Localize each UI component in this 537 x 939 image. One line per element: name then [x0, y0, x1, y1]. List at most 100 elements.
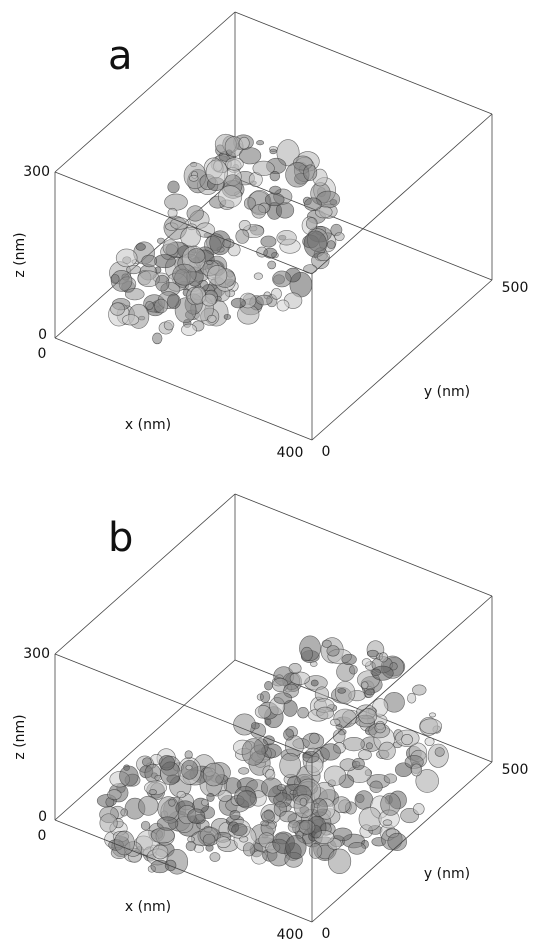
volume-blob — [300, 646, 313, 662]
volume-blob — [342, 737, 365, 752]
volume-blob — [155, 274, 170, 292]
volume-blob — [207, 265, 228, 286]
volume-blob — [253, 272, 263, 280]
z-tick-label: 0 — [38, 809, 47, 825]
volume-blob — [276, 299, 290, 312]
volume-blob — [334, 232, 345, 241]
volume-blob — [168, 798, 176, 807]
volume-blob — [209, 852, 221, 862]
volume-blob — [332, 729, 346, 743]
volume-blob — [323, 765, 347, 786]
volume-blob — [272, 270, 292, 288]
volume-blob — [387, 832, 407, 851]
volume-blob — [303, 230, 327, 258]
volume-blob — [361, 658, 372, 667]
volume-blob — [321, 639, 332, 648]
volume-blob — [254, 705, 272, 719]
volume-blob — [434, 747, 445, 757]
volume-blob — [217, 790, 232, 802]
z-axis-title: z (nm) — [12, 714, 28, 759]
panel-label: a — [108, 33, 133, 79]
volume-blob — [201, 798, 209, 807]
volume-blob — [306, 217, 318, 230]
volume-blob — [389, 662, 398, 671]
volume-blob — [330, 718, 341, 727]
volume-blob — [271, 287, 282, 300]
volume-blob — [419, 718, 443, 734]
volume-blob — [238, 136, 250, 150]
volume-blob — [401, 734, 413, 746]
volume-blob — [164, 193, 188, 211]
volume-blob — [428, 712, 437, 718]
y-axis-title: y (nm) — [424, 384, 470, 400]
volume-blob — [276, 230, 297, 246]
volume-blob — [156, 816, 179, 831]
volume-blob — [308, 843, 323, 859]
volume-blob — [298, 819, 316, 835]
volume-blob — [335, 724, 343, 730]
volume-blob — [126, 264, 142, 275]
box-edge — [234, 11, 493, 115]
volume-blob — [364, 688, 376, 696]
volume-blob — [269, 171, 281, 182]
volume-blob — [260, 235, 277, 248]
volume-blob — [358, 749, 372, 761]
panel: b 300 0 z (nm) 0 400 x (nm) 0 500 y (nm) — [12, 493, 528, 939]
volume-blob — [255, 294, 273, 306]
volume-blob — [181, 323, 197, 336]
volume-blob — [303, 164, 318, 181]
volume-blob — [243, 197, 256, 210]
volume-blob — [287, 820, 301, 833]
box-edge — [54, 493, 236, 655]
volume-blob — [299, 797, 308, 807]
volume-blob — [239, 147, 262, 165]
x-tick-label: 400 — [277, 927, 304, 939]
box-edge — [54, 819, 313, 923]
volume-blob — [207, 314, 217, 323]
y-tick-label: 500 — [502, 280, 529, 296]
volume-blob — [326, 645, 340, 657]
y-axis-title: y (nm) — [424, 866, 470, 882]
volume-blob — [99, 813, 118, 833]
volume-blob — [283, 728, 294, 741]
volume-blob — [415, 769, 439, 793]
volume-blob — [238, 767, 250, 775]
volume-blob — [264, 680, 273, 691]
volume-blob — [202, 833, 216, 847]
volume-blob — [167, 293, 181, 310]
volume-blob — [114, 830, 135, 856]
x-axis-title: x (nm) — [125, 417, 171, 433]
volume-blob — [162, 239, 179, 256]
volume-blob — [256, 140, 265, 146]
volume-blob — [289, 671, 310, 685]
volume-blob — [276, 139, 300, 167]
x-tick-label: 400 — [277, 445, 304, 461]
volume-blob — [154, 774, 162, 781]
volume-blob — [152, 332, 163, 345]
volume-blob — [235, 228, 250, 244]
volume-blob — [382, 819, 393, 826]
volume-blob — [205, 159, 228, 185]
volume-blob — [260, 820, 269, 827]
volume-blob — [152, 844, 169, 860]
panel-label: b — [108, 515, 133, 561]
volume-blob — [327, 848, 352, 875]
volume-blob — [349, 665, 358, 675]
volume-blob — [176, 790, 186, 799]
box-edge — [311, 595, 493, 757]
volume-blob — [407, 692, 417, 704]
volume-blob — [164, 859, 177, 872]
volume-blob — [241, 738, 266, 766]
volume-blob — [163, 320, 175, 331]
volume-blob — [279, 810, 297, 823]
volume-blob — [276, 784, 287, 791]
volume-blob — [337, 688, 347, 694]
y-tick-label: 0 — [322, 926, 331, 939]
box-edge — [234, 493, 493, 597]
volume-blob — [358, 806, 382, 832]
box-edge — [54, 659, 236, 821]
volume-blob — [184, 750, 193, 760]
volume-blob — [216, 836, 231, 849]
volume-blob — [316, 706, 335, 720]
